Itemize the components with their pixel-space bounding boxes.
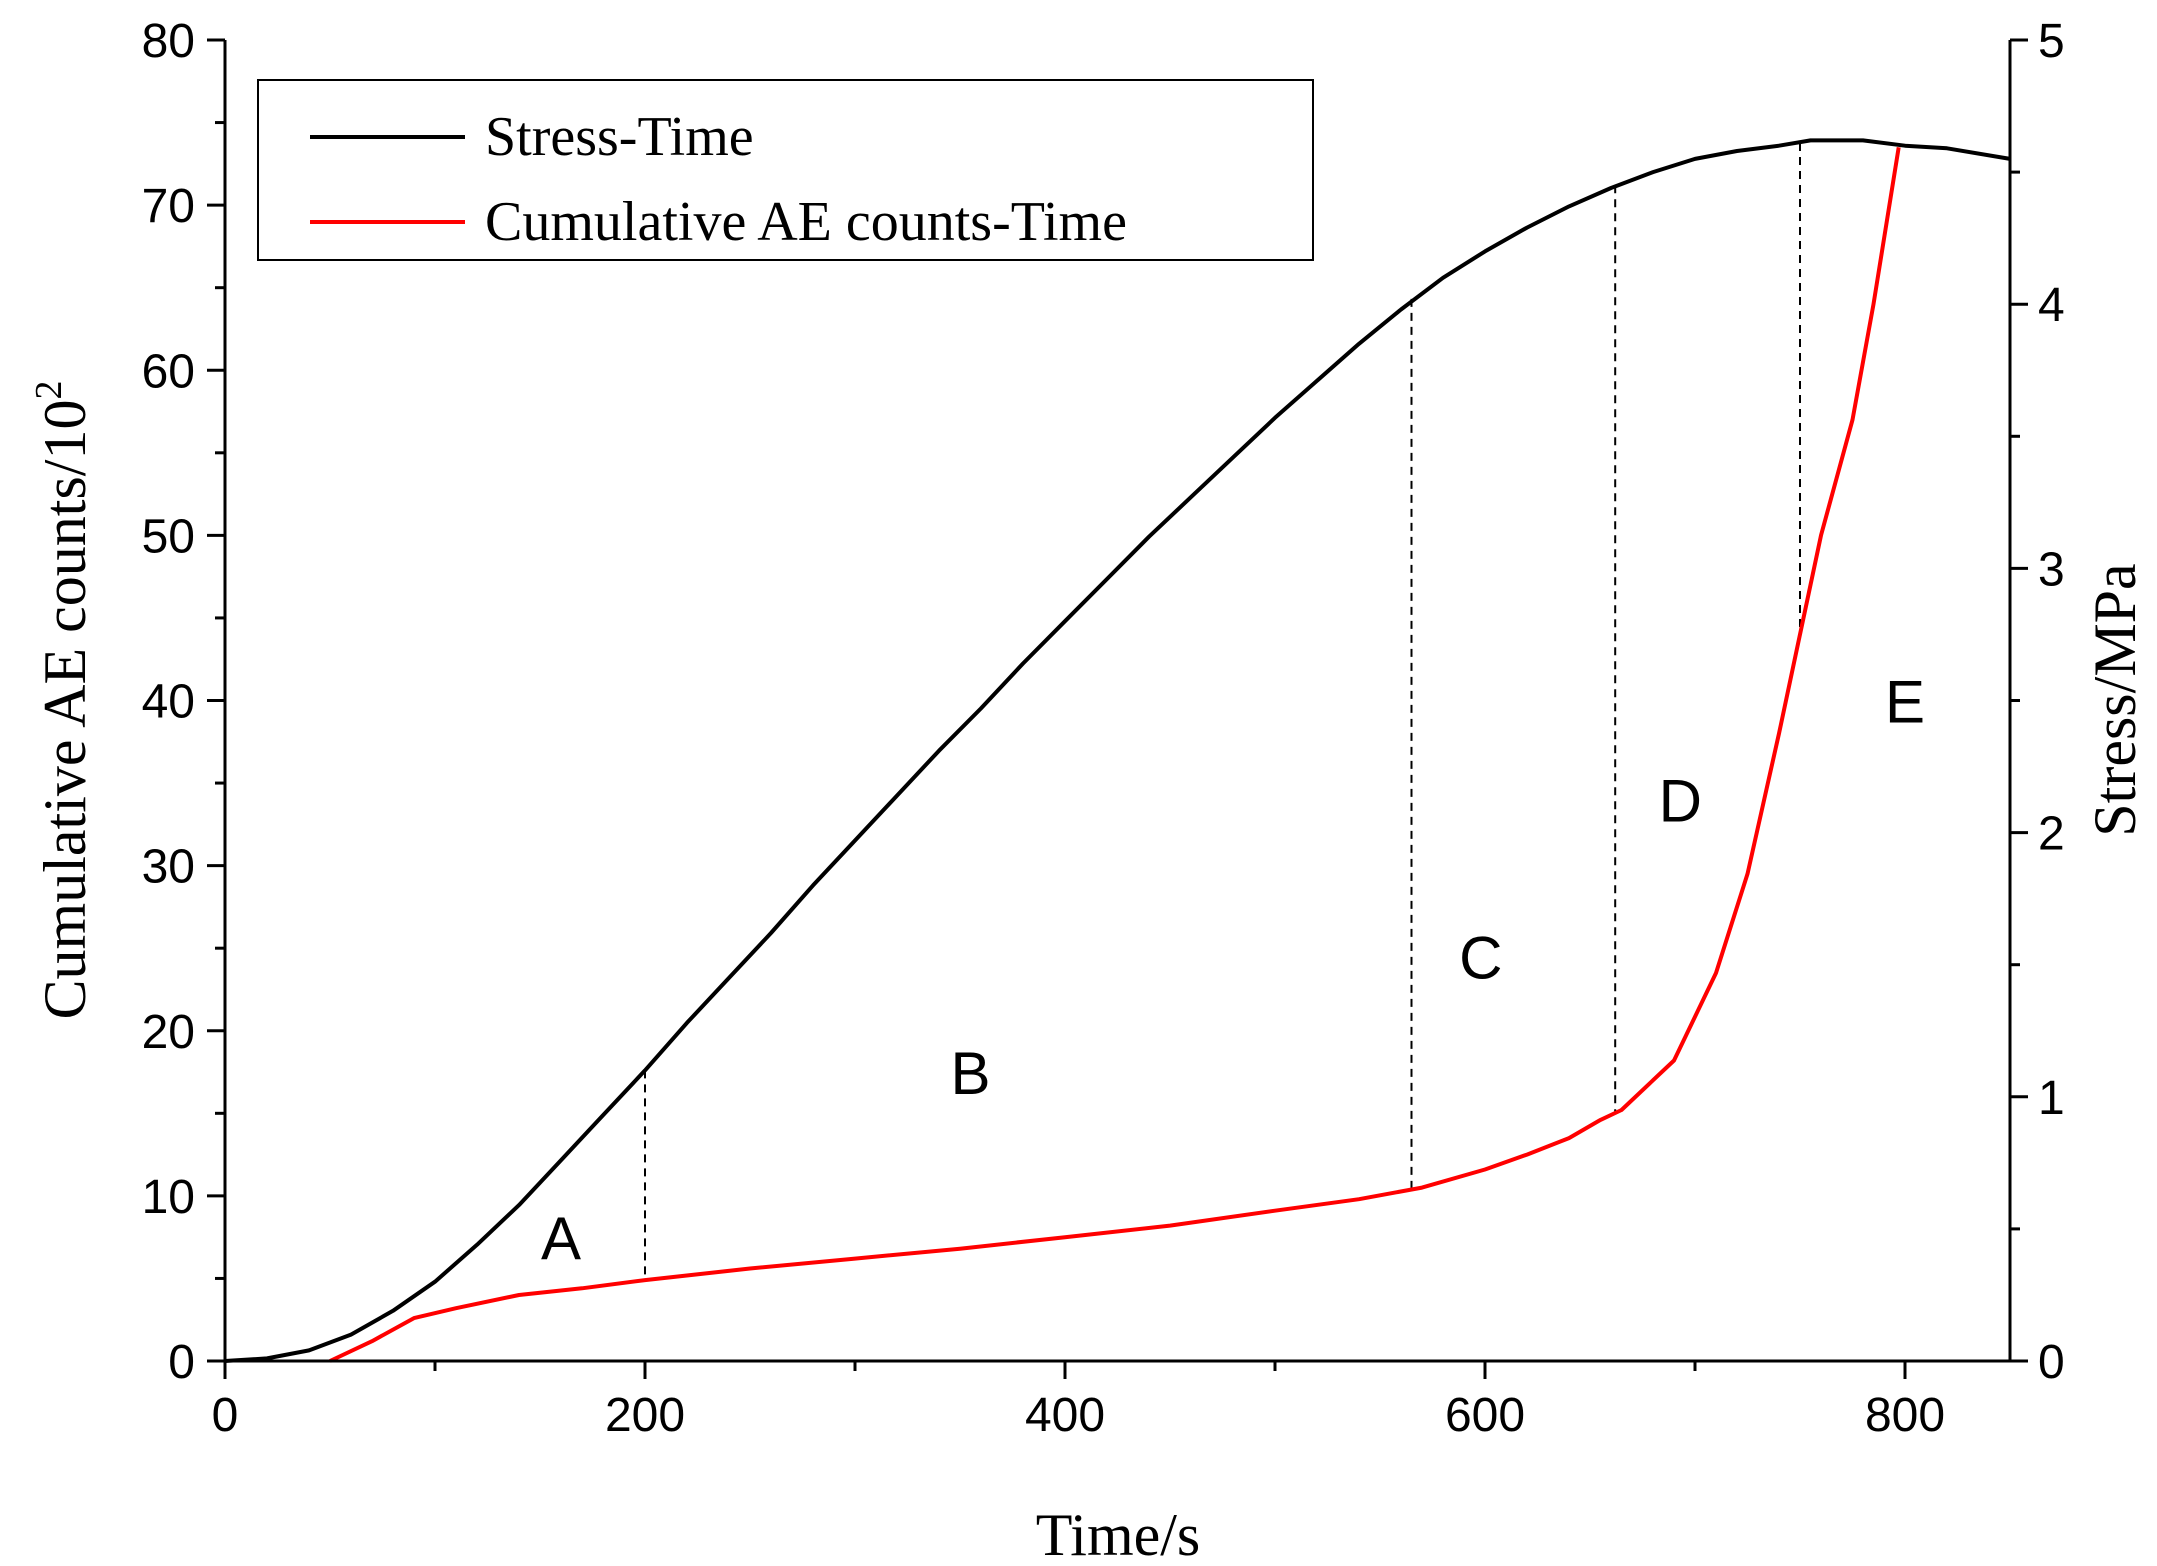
left-y-axis-title-group: Cumulative AE counts/102 [28,381,98,1020]
legend-label-stress-time: Stress-Time [485,106,754,168]
x-tick-label: 200 [605,1389,685,1442]
stage-labels: A B C D E [541,669,1925,1273]
left-y-axis-title-main: Cumulative AE counts/10 [32,400,98,1020]
x-tick-label: 0 [212,1389,239,1442]
left-y-axis-title-superscript: 2 [28,381,70,400]
y2-tick-label: 0 [2038,1336,2065,1389]
stage-boundary-lines [644,143,1801,1281]
right-y-axis-title-group: Stress/MPa [2082,563,2148,836]
y-tick-label: 10 [142,1171,195,1224]
y-tick-label: 60 [142,345,195,398]
right-y-axis-title: Stress/MPa [2082,563,2148,836]
stage-label: C [1459,924,1502,991]
legend-box [257,79,1314,261]
y2-tick-label: 2 [2038,808,2065,861]
stage-label: D [1659,768,1702,835]
y2-tick-label: 4 [2038,279,2065,332]
x-axis-title: Time/s [1036,1502,1201,1566]
x-tick-label: 600 [1445,1389,1525,1442]
y-tick-label: 70 [142,180,195,233]
y2-tick-label: 5 [2038,15,2065,68]
cumulative-ae-line [329,146,1901,1363]
y-tick-label: 0 [168,1336,195,1389]
right-y-ticks: 0 1 2 3 4 5 [2010,15,2065,1389]
left-y-axis-title: Cumulative AE counts/102 [28,381,98,1020]
x-tick-label: 400 [1025,1389,1105,1442]
stage-label: A [541,1205,581,1272]
stress-time-line [224,138,2011,1363]
y2-tick-label: 1 [2038,1072,2065,1125]
y-tick-label: 40 [142,676,195,729]
left-y-ticks: 0 10 20 30 40 50 60 70 80 [142,15,225,1389]
y-tick-label: 50 [142,510,195,563]
stage-label: B [950,1040,990,1107]
legend: Stress-Time Cumulative AE counts-Time [257,79,1314,261]
x-tick-label: 800 [1865,1389,1945,1442]
y-tick-label: 30 [142,841,195,894]
legend-label-cumulative-ae: Cumulative AE counts-Time [485,191,1127,253]
y-tick-label: 80 [142,15,195,68]
series-layer [224,138,2011,1363]
x-ticks: 0 200 400 600 800 [212,1361,1945,1442]
y2-tick-label: 3 [2038,543,2065,596]
y-tick-label: 20 [142,1006,195,1059]
stage-label: E [1885,669,1925,736]
